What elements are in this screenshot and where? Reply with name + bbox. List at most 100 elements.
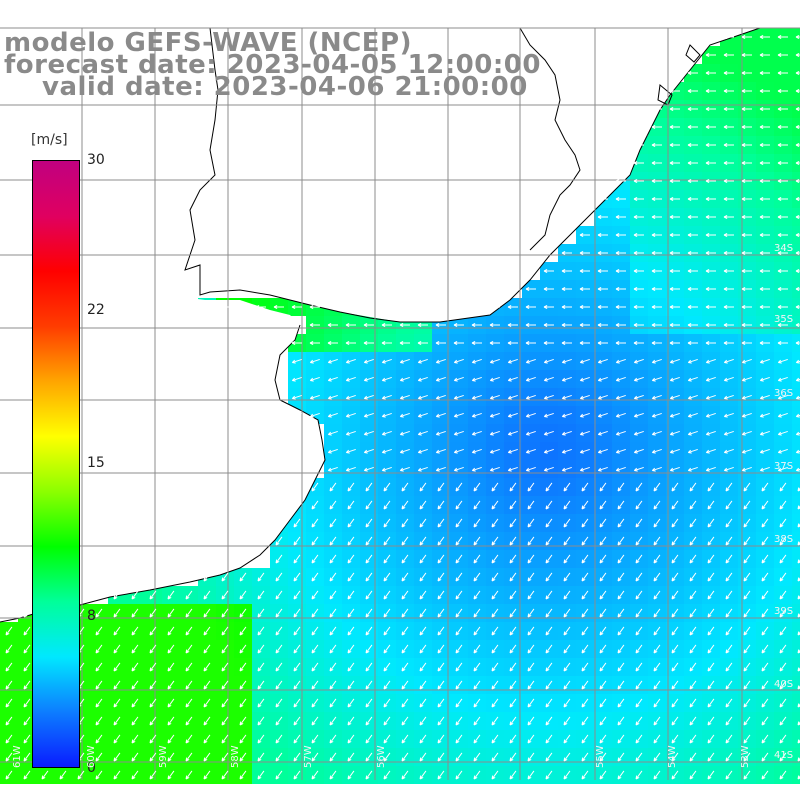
lon-label-60w: 60W (86, 745, 97, 768)
wind-arrow (401, 590, 409, 600)
wind-arrow (741, 106, 752, 112)
wind-arrow (635, 572, 643, 582)
wind-arrow (491, 752, 499, 762)
colorbar-tick-0: 0 (87, 760, 96, 776)
wind-arrow (113, 590, 121, 600)
wind-arrow (669, 88, 680, 94)
wind-arrow (275, 536, 283, 546)
wind-arrow (401, 500, 409, 510)
wind-arrow (563, 662, 571, 672)
wind-arrow (381, 340, 392, 346)
wind-arrow (543, 268, 554, 274)
colorbar-unit: [m/s] (31, 132, 68, 148)
wind-arrow (203, 608, 211, 618)
wind-arrow (455, 608, 463, 618)
wind-arrow (615, 358, 626, 364)
wind-arrow (795, 142, 800, 148)
wind-arrow (795, 431, 800, 436)
wind-arrow (329, 626, 337, 636)
wind-arrow (239, 662, 247, 672)
wind-arrow (561, 250, 572, 256)
wind-arrow (437, 698, 445, 708)
wind-arrow (167, 644, 175, 654)
wind-arrow (759, 268, 770, 274)
wind-arrow (435, 466, 446, 472)
wind-arrow (545, 572, 553, 582)
wind-arrow (635, 554, 643, 564)
wind-arrow (23, 752, 31, 762)
lat-label-36s: 36S (774, 388, 794, 399)
wind-arrow (435, 448, 446, 454)
wind-arrow (635, 626, 643, 636)
wind-arrow (725, 482, 733, 492)
wind-arrow (417, 466, 428, 472)
wind-arrow (563, 500, 571, 510)
wind-arrow (239, 734, 247, 744)
wind-arrow (759, 304, 770, 310)
wind-arrow (293, 734, 301, 744)
wind-arrow (725, 698, 733, 708)
lat-label-35s: 35S (774, 314, 794, 325)
wind-arrow (761, 608, 769, 618)
wind-arrow (759, 376, 770, 382)
wind-arrow (581, 572, 589, 582)
wind-arrow (509, 716, 517, 726)
wind-arrow (525, 376, 536, 382)
wind-arrow (561, 394, 572, 400)
wind-arrow (777, 88, 788, 94)
wind-arrow (381, 358, 392, 364)
wind-arrow (23, 770, 31, 780)
wind-arrow (689, 716, 697, 726)
wind-arrow (95, 752, 103, 762)
wind-arrow (347, 680, 355, 690)
wind-arrow (777, 106, 788, 112)
wind-arrow (723, 34, 734, 40)
wind-arrow (383, 770, 391, 780)
wind-arrow (779, 500, 787, 510)
wind-arrow (437, 608, 445, 618)
wind-arrow (275, 626, 283, 636)
wind-arrow (509, 680, 517, 690)
wind-arrow (635, 482, 643, 492)
wind-arrow (687, 70, 698, 76)
wind-speed-cell (792, 658, 800, 676)
wind-arrow (707, 554, 715, 564)
wind-arrow (563, 590, 571, 600)
wind-arrow (779, 626, 787, 636)
wind-arrow (491, 716, 499, 726)
wind-arrow (203, 680, 211, 690)
wind-arrow (705, 178, 716, 184)
wind-arrow (401, 644, 409, 654)
wind-arrow (399, 466, 410, 472)
wind-speed-cell (792, 370, 800, 388)
wind-arrow (311, 770, 319, 780)
wind-arrow (311, 752, 319, 762)
wind-speed-cell (792, 352, 800, 370)
wind-arrow (473, 770, 481, 780)
wind-arrow (761, 518, 769, 528)
wind-arrow (687, 106, 698, 112)
wind-arrow (201, 304, 212, 310)
wind-arrow (509, 518, 517, 528)
wind-arrow (669, 394, 680, 400)
wind-arrow (635, 536, 643, 546)
wind-arrow (705, 358, 716, 364)
wind-arrow (525, 340, 536, 346)
wind-arrow (347, 626, 355, 636)
wind-arrow (113, 770, 121, 780)
wind-arrow (545, 752, 553, 762)
wind-arrow (725, 518, 733, 528)
wind-arrow (311, 500, 319, 510)
wind-arrow (293, 608, 301, 618)
wind-arrow (705, 430, 716, 436)
wind-arrow (221, 698, 229, 708)
wind-arrow (327, 430, 338, 436)
wind-arrow (599, 698, 607, 708)
wind-arrow (221, 626, 229, 636)
wind-arrow (689, 590, 697, 600)
wind-arrow (239, 626, 247, 636)
wind-arrow (581, 770, 589, 780)
wind-arrow (653, 536, 661, 546)
wind-arrow (741, 160, 752, 166)
